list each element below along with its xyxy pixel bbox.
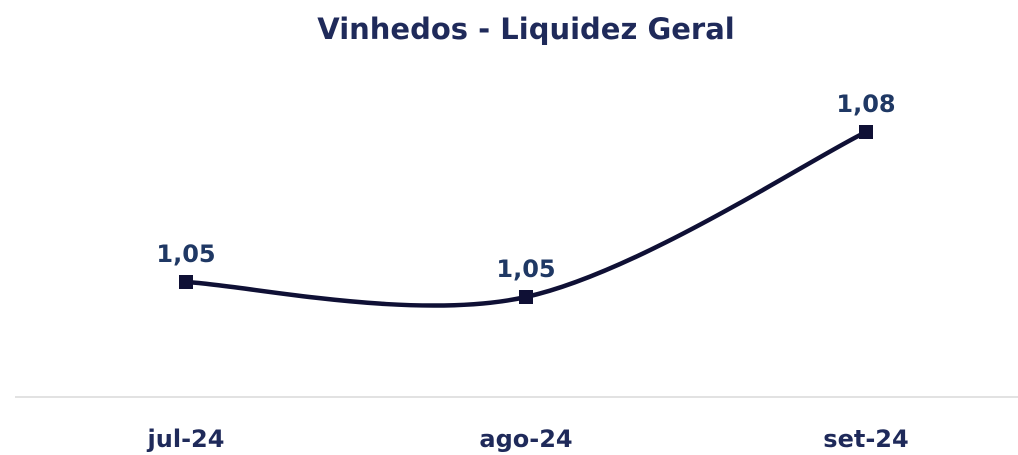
- chart-title: Vinhedos - Liquidez Geral: [317, 12, 734, 46]
- data-label: 1,05: [496, 255, 555, 283]
- x-tick-label: set-24: [823, 425, 908, 453]
- x-tick-label: jul-24: [147, 425, 225, 453]
- data-label: 1,05: [156, 240, 215, 268]
- point-marker: [859, 125, 873, 139]
- point-marker: [179, 275, 193, 289]
- data-label: 1,08: [836, 90, 895, 118]
- point-marker: [519, 290, 533, 304]
- x-tick-label: ago-24: [479, 425, 572, 453]
